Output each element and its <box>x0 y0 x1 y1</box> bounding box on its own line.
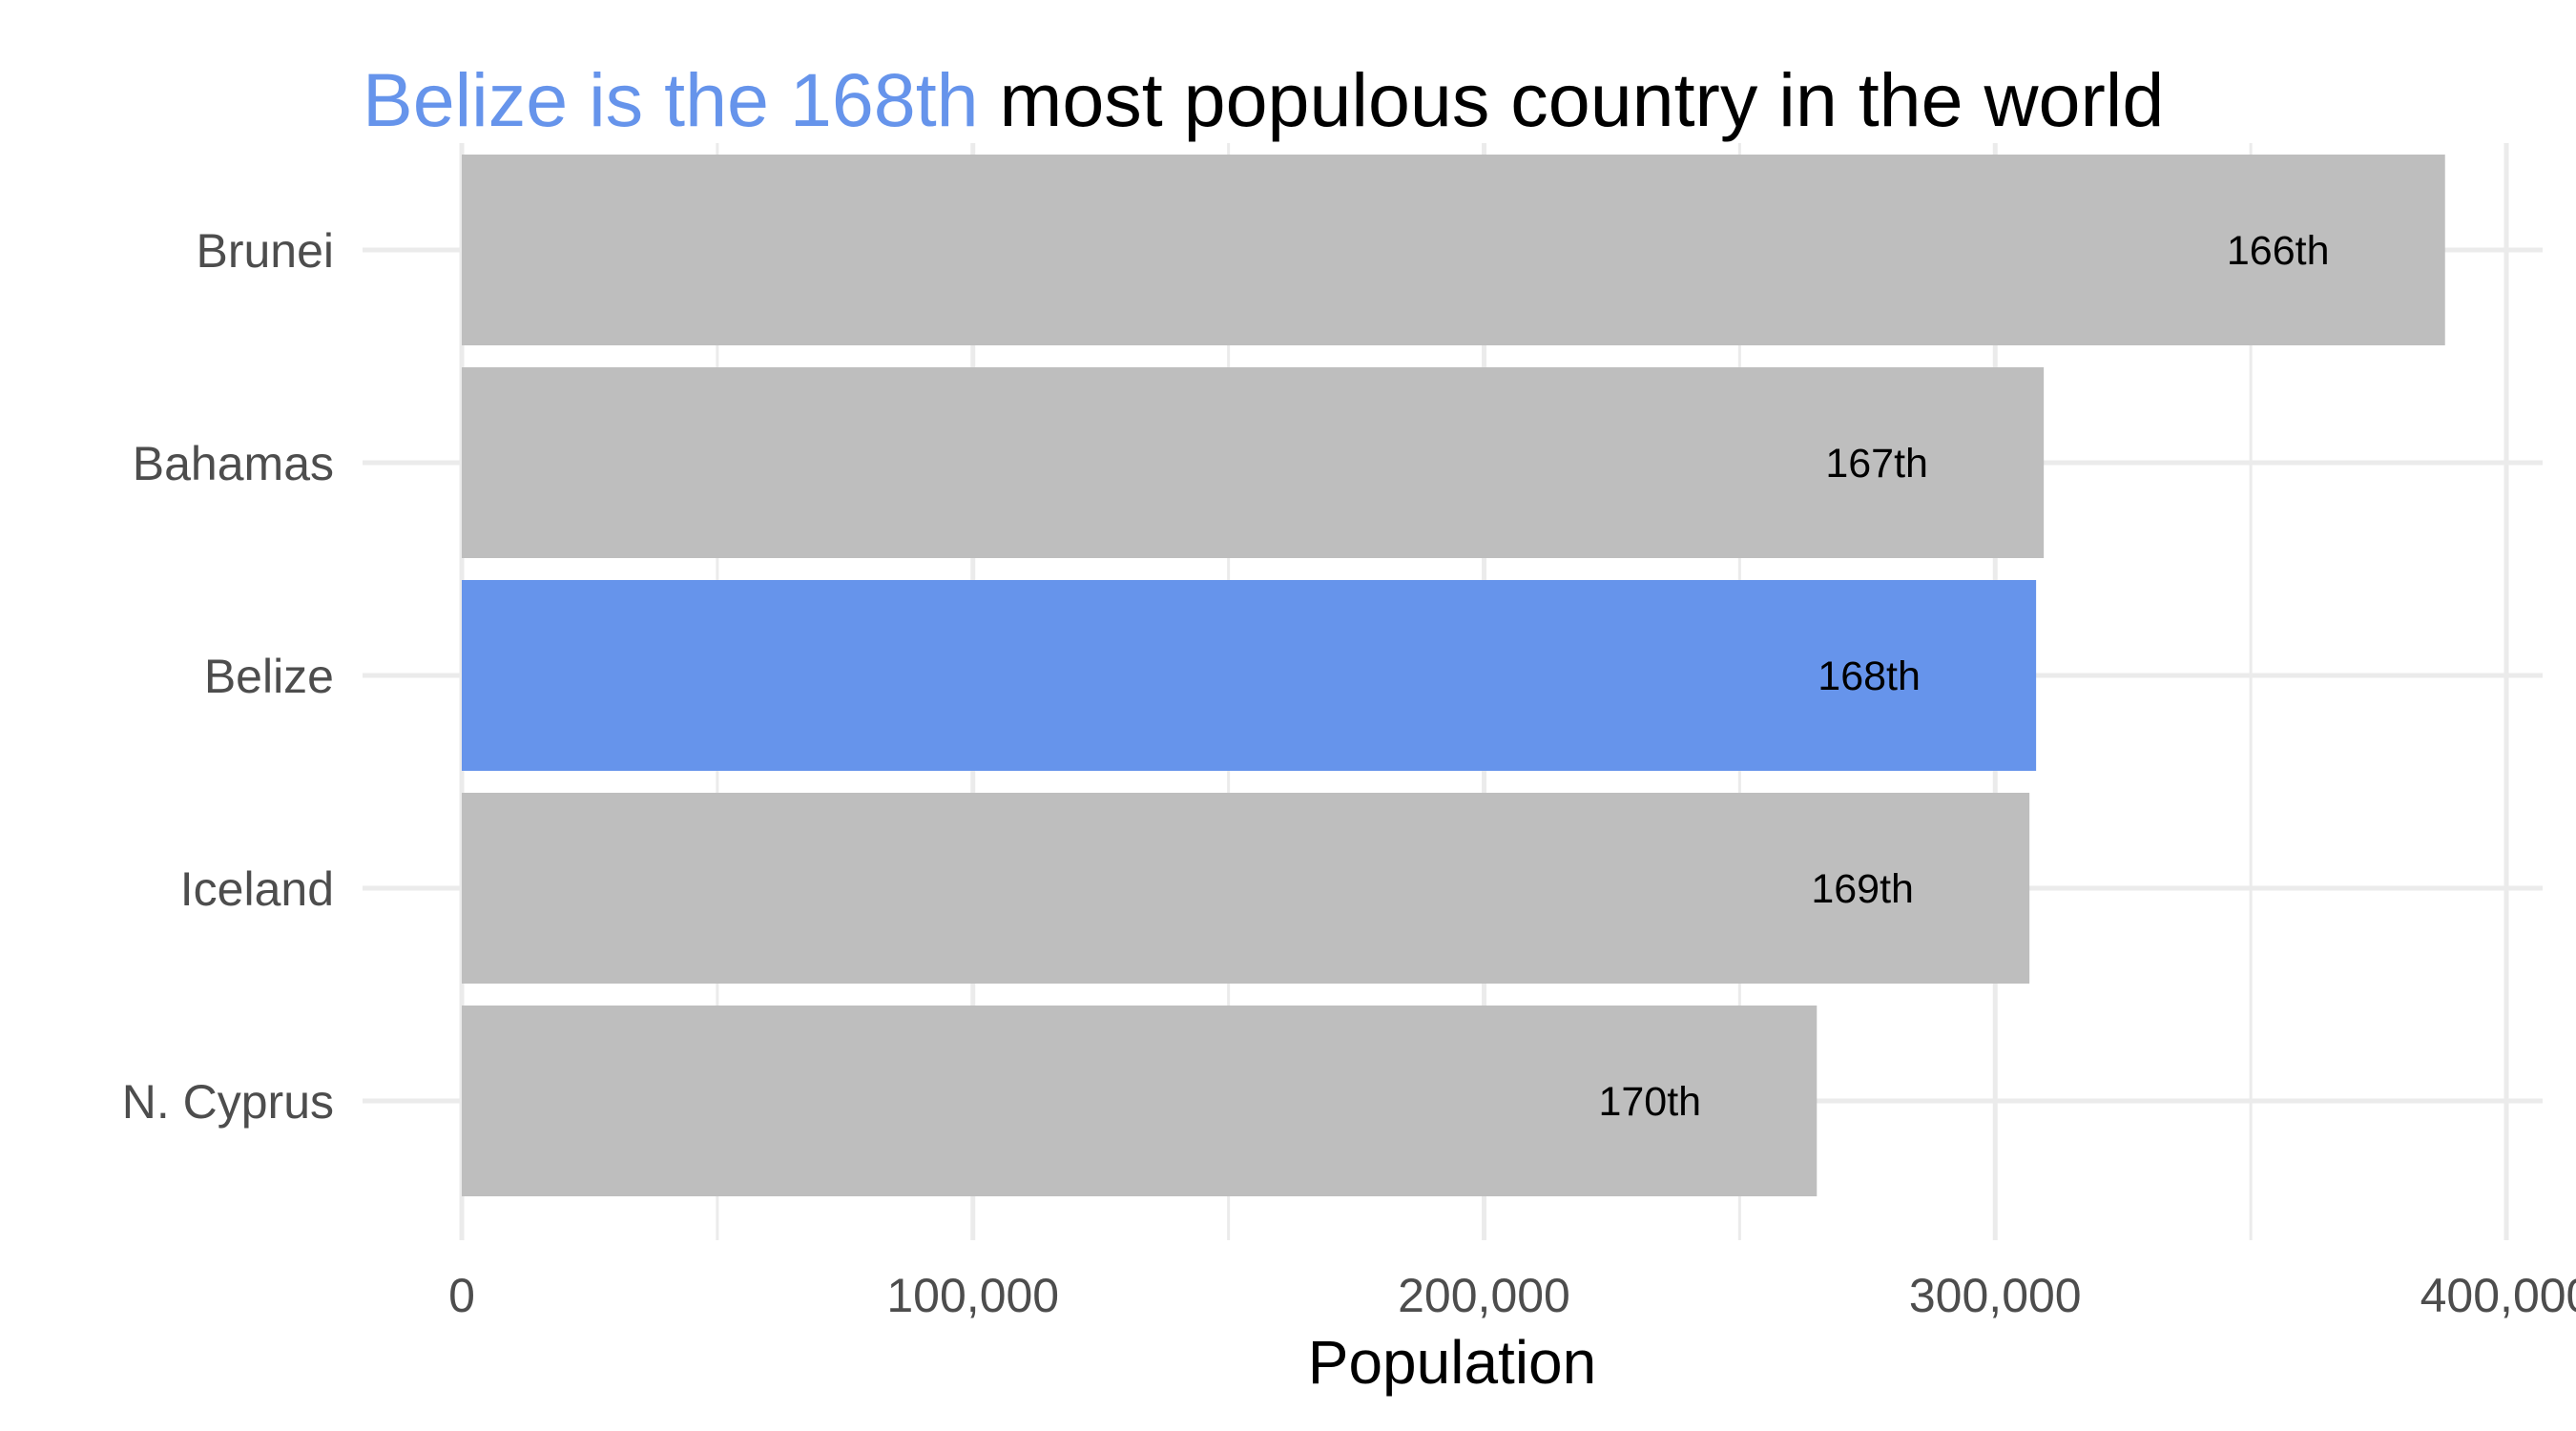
category-label: Iceland <box>180 862 334 916</box>
bar-brunei <box>462 155 2445 345</box>
bar-belize <box>462 580 2037 771</box>
x-tick-label: 100,000 <box>886 1269 1059 1322</box>
category-labels: Brunei Bahamas Belize Iceland N. Cyprus <box>122 224 334 1129</box>
bar-bahamas <box>462 367 2045 558</box>
bar-label: 170th <box>1598 1079 1701 1125</box>
bar-label: 166th <box>2227 228 2330 274</box>
chart-title-highlight: Belize is the 168th <box>363 57 979 142</box>
x-axis-title: Population <box>1308 1328 1596 1397</box>
x-tick-label: 300,000 <box>1909 1269 2082 1322</box>
x-tick-label: 200,000 <box>1398 1269 1570 1322</box>
category-label: Belize <box>204 650 334 703</box>
bar-iceland <box>462 793 2030 984</box>
x-tick-label: 0 <box>448 1269 475 1322</box>
x-tick-labels: 0 100,000 200,000 300,000 400,000 <box>448 1269 2576 1322</box>
chart-title: Belize is the 168th most populous countr… <box>363 57 2164 142</box>
x-tick-label: 400,000 <box>2420 1269 2576 1322</box>
category-label: Bahamas <box>133 437 334 490</box>
bar-label: 169th <box>1811 866 1914 912</box>
category-label: Brunei <box>196 224 334 278</box>
bar-label: 167th <box>1825 441 1928 487</box>
bars <box>462 155 2445 1196</box>
bar-n-cyprus <box>462 1006 1818 1196</box>
bar-labels: 166th 167th 168th 169th 170th <box>1598 228 2329 1125</box>
bar-label: 168th <box>1818 653 1921 699</box>
chart-title-rest: most populous country in the world <box>979 57 2165 142</box>
category-label: N. Cyprus <box>122 1075 334 1129</box>
